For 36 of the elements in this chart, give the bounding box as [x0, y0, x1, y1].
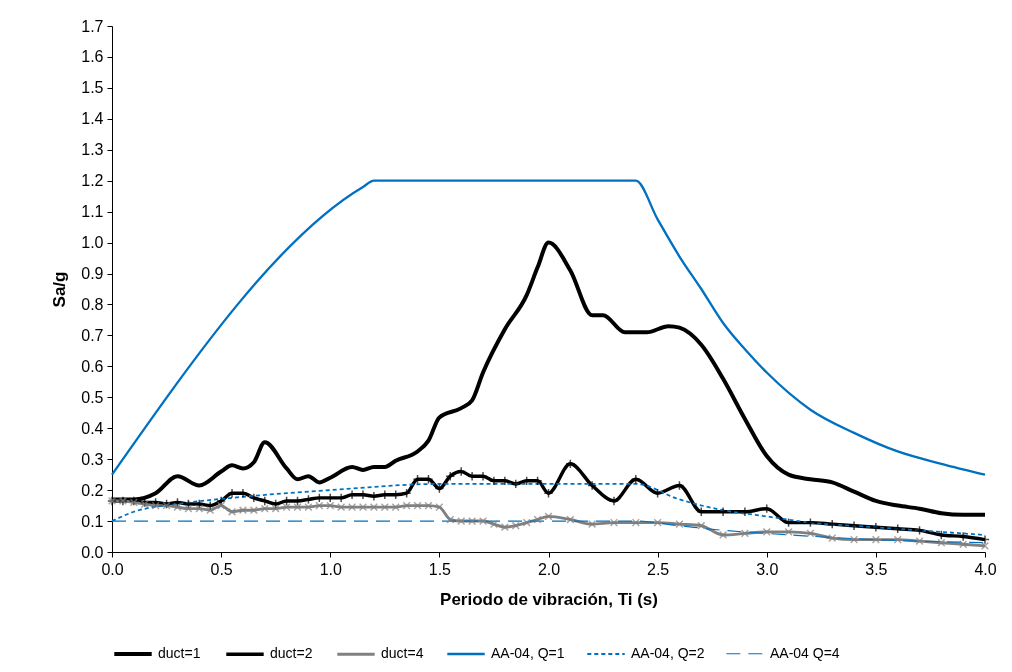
y-tick-label: 0.0 [81, 543, 104, 561]
y-axis-title: Sa/g [50, 271, 70, 308]
y-tick-label: 0.6 [81, 357, 104, 375]
y-tick-label: 1.4 [81, 110, 104, 128]
y-tick-label: 1.6 [81, 48, 104, 66]
y-tick-label: 1.3 [81, 141, 104, 159]
y-tick-label: 1.1 [81, 203, 104, 221]
y-tick-label: 0.8 [81, 295, 104, 313]
legend-label: AA-04 Q=4 [770, 644, 840, 661]
y-tick-label: 0.1 [81, 512, 104, 530]
x-tick-label: 0.5 [210, 560, 233, 578]
legend-label: duct=4 [381, 645, 424, 662]
y-tick-label: 1.5 [81, 79, 104, 97]
x-tick-label: 4.0 [974, 560, 997, 578]
y-tick-label: 0.9 [81, 265, 104, 283]
x-axis-title: Periodo de vibración, Ti (s) [440, 589, 658, 609]
y-tick-label: 0.2 [81, 481, 104, 499]
legend-label: AA-04, Q=1 [491, 645, 565, 661]
x-tick-label: 3.5 [865, 560, 888, 578]
y-tick-label: 0.3 [81, 450, 104, 468]
y-tick-label: 1.2 [81, 172, 104, 190]
legend-label: duct=1 [158, 645, 201, 661]
y-tick-label: 1.7 [81, 17, 104, 35]
line-series [110, 179, 987, 476]
x-tick-label: 2.0 [537, 560, 561, 578]
legend-label: duct=2 [270, 645, 313, 662]
y-tick-label: 0.7 [81, 326, 104, 344]
x-tick-label: 3.0 [756, 560, 779, 578]
y-tick-label: 0.5 [81, 388, 104, 406]
y-tick-label: 0.4 [81, 419, 104, 437]
x-tick-label: 2.5 [647, 560, 670, 578]
legend-label: AA-04, Q=2 [631, 645, 705, 661]
x-tick-label: 1.0 [319, 560, 342, 578]
x-tick-label: 0.0 [101, 560, 124, 578]
x-tick-label: 1.5 [428, 560, 452, 578]
y-tick-label: 1.0 [81, 234, 104, 252]
